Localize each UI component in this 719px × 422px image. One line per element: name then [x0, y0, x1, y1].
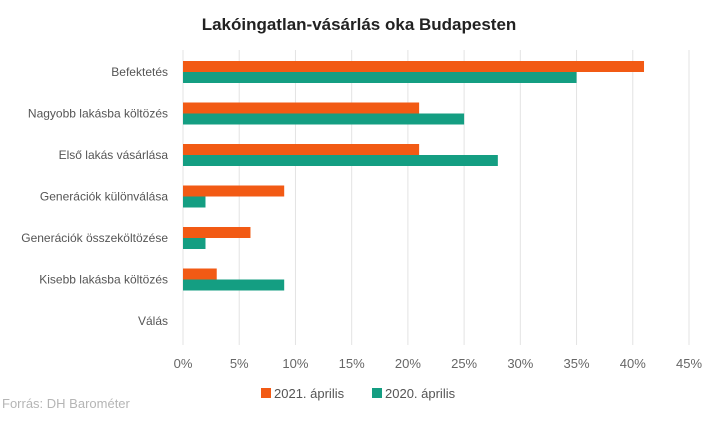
- bars: [183, 61, 645, 291]
- bar: [183, 72, 577, 83]
- legend: 2021. április 2020. április: [261, 386, 456, 401]
- bar: [183, 144, 420, 155]
- x-tick-label: 45%: [676, 356, 702, 371]
- bar: [183, 102, 420, 114]
- bar: [183, 196, 206, 208]
- x-tick-label: 35%: [564, 356, 590, 371]
- legend-label: 2021. április: [274, 386, 345, 401]
- x-tick-label: 0%: [174, 356, 193, 371]
- chart-title: Lakóingatlan-vásárlás oka Budapesten: [202, 15, 517, 34]
- bar: [183, 155, 498, 166]
- bar: [183, 61, 645, 72]
- legend-swatch: [261, 388, 271, 398]
- x-tick-labels: 0% 5% 10% 15% 20% 25% 30% 35% 40% 45%: [174, 356, 703, 371]
- source-label: Forrás: DH Barométer: [2, 396, 131, 411]
- category-label: Kisebb lakásba költözés: [39, 273, 168, 287]
- legend-swatch: [372, 388, 382, 398]
- legend-label: 2020. április: [385, 386, 456, 401]
- x-tick-label: 40%: [620, 356, 646, 371]
- x-tick-label: 20%: [395, 356, 421, 371]
- bar: [183, 185, 285, 197]
- bar: [183, 238, 206, 249]
- category-label: Nagyobb lakásba költözés: [28, 107, 168, 121]
- category-label: Befektetés: [111, 65, 168, 79]
- bar: [183, 268, 217, 280]
- gridlines: [182, 50, 690, 345]
- category-label: Generációk különválása: [40, 190, 168, 204]
- category-label: Válás: [138, 314, 168, 328]
- x-tick-label: 10%: [282, 356, 308, 371]
- x-tick-label: 25%: [451, 356, 477, 371]
- x-tick-label: 5%: [230, 356, 249, 371]
- bar: [183, 227, 251, 238]
- category-label: Generációk összeköltözése: [21, 231, 168, 245]
- x-tick-label: 15%: [339, 356, 365, 371]
- x-tick-label: 30%: [507, 356, 533, 371]
- bar: [183, 113, 465, 125]
- category-label: Első lakás vásárlása: [59, 148, 169, 162]
- category-labels: Befektetés Nagyobb lakásba költözés Első l…: [21, 65, 168, 328]
- bar: [183, 279, 285, 291]
